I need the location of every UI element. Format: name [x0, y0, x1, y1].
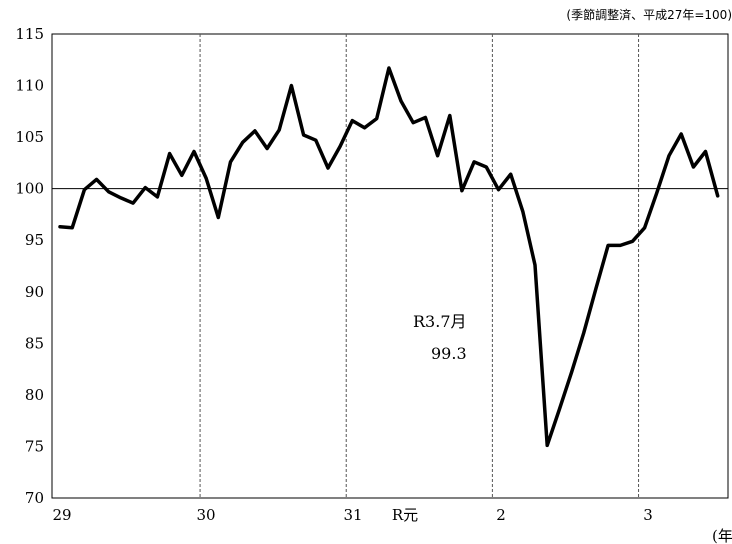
data-point	[169, 153, 171, 155]
y-tick-label: 115	[15, 25, 44, 43]
y-tick-label: 75	[25, 437, 44, 455]
data-point	[631, 240, 634, 242]
series-line	[58, 66, 720, 448]
x-axis-unit-label: (年	[712, 527, 732, 544]
data-point	[522, 210, 524, 212]
data-point	[717, 195, 719, 197]
series-points	[59, 67, 719, 446]
y-tick-label: 80	[25, 386, 44, 404]
data-point	[315, 139, 317, 141]
data-point	[692, 166, 695, 168]
data-point	[400, 100, 402, 102]
data-point	[217, 216, 219, 219]
data-point	[156, 196, 158, 198]
data-point	[619, 244, 621, 246]
data-point	[242, 141, 244, 143]
data-point	[59, 226, 61, 228]
data-point	[607, 244, 609, 246]
data-point	[571, 371, 573, 373]
annotation-value: 99.3	[431, 344, 467, 363]
data-point	[266, 147, 268, 150]
data-point	[437, 155, 439, 157]
data-point	[71, 227, 73, 229]
x-year-label: 31	[343, 506, 362, 524]
data-point	[376, 118, 378, 120]
data-point	[108, 191, 110, 193]
data-point	[449, 114, 451, 117]
data-point	[95, 178, 98, 180]
x-year-label: 29	[52, 506, 71, 524]
data-point	[181, 174, 183, 176]
x-year-label: 3	[643, 506, 653, 524]
data-point	[412, 122, 414, 124]
y-tick-label: 110	[15, 77, 44, 95]
data-point	[510, 173, 512, 175]
data-point	[290, 85, 292, 87]
data-point	[351, 120, 353, 122]
data-point	[668, 155, 670, 157]
data-point	[363, 127, 366, 129]
data-point	[534, 264, 536, 266]
data-point	[132, 202, 134, 204]
data-point	[558, 408, 561, 410]
year-gridlines	[199, 34, 640, 498]
x-year-label: 2	[496, 506, 506, 524]
y-tick-label: 70	[25, 489, 44, 507]
data-point	[656, 192, 658, 194]
y-tick-label: 100	[15, 180, 44, 198]
y-tick-label: 105	[15, 128, 44, 146]
y-axis-tick-labels: 70 75 80 85 90 95 100 105 110 115	[15, 25, 44, 507]
data-point	[120, 197, 122, 199]
data-point	[680, 133, 682, 135]
y-tick-label: 95	[25, 231, 44, 249]
y-tick-label: 85	[25, 334, 44, 352]
data-point	[546, 444, 548, 446]
data-point	[583, 332, 585, 334]
data-point	[339, 145, 341, 147]
data-point	[644, 227, 646, 229]
data-point	[229, 161, 232, 163]
annotation-label: R3.7月	[413, 312, 467, 331]
data-point	[205, 177, 207, 179]
data-point	[327, 167, 329, 169]
data-point	[193, 150, 195, 153]
data-point	[595, 288, 597, 290]
data-point	[497, 189, 500, 191]
x-year-label: R元	[392, 506, 418, 524]
plot-area	[51, 33, 729, 499]
data-point	[278, 129, 280, 131]
data-point	[388, 67, 390, 69]
data-point	[473, 161, 475, 163]
data-point	[144, 187, 146, 189]
data-point	[704, 150, 707, 153]
data-point	[461, 190, 463, 192]
data-point	[424, 116, 426, 119]
data-point	[254, 130, 256, 132]
data-point	[83, 189, 85, 191]
x-axis-year-labels: 29 30 31 R元 2 3	[52, 506, 652, 524]
data-point	[485, 166, 487, 168]
chart-subtitle: (季節調整済、平成27年=100)	[566, 7, 732, 22]
data-point	[303, 134, 305, 136]
y-tick-label: 90	[25, 283, 44, 301]
x-year-label: 30	[196, 506, 215, 524]
